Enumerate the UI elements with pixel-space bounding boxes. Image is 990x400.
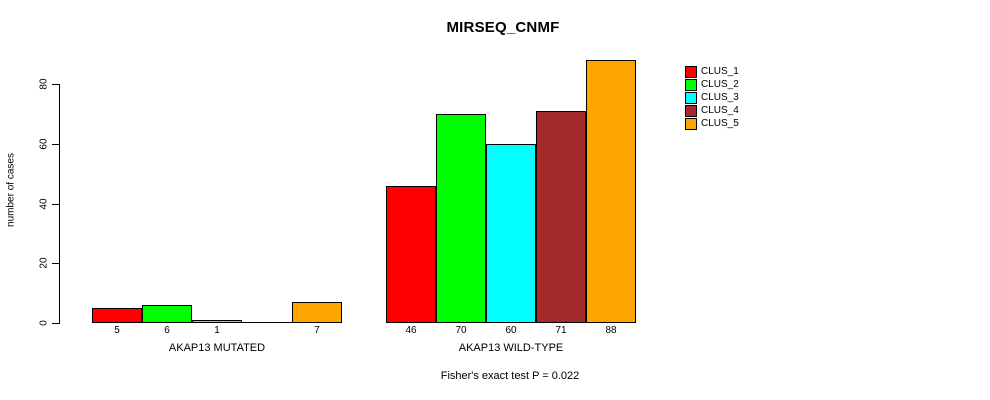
bar-clus-4-group-2 [536,111,586,323]
bar-clus-2-group-1 [142,305,192,323]
legend-label-clus-3: CLUS_3 [701,92,739,103]
y-axis-tick-label: 0 [38,320,50,326]
bar-count-label: 60 [505,325,517,336]
bar-clus-3-group-1 [192,320,242,323]
bar-clus-3-group-2 [486,144,536,323]
legend-swatch-clus-4 [685,105,697,117]
y-axis-tick [52,204,59,205]
bar-count-label: 46 [405,325,417,336]
y-axis-tick-label: 80 [38,78,50,90]
legend-label-clus-4: CLUS_4 [701,105,739,116]
legend-swatch-clus-1 [685,66,697,78]
bar-count-label: 7 [314,325,320,336]
y-axis-line [59,84,60,324]
bar-count-label: 1 [214,325,220,336]
bar-count-label: 70 [455,325,467,336]
y-axis-tick [52,263,59,264]
y-axis-tick-label: 60 [38,138,50,150]
bar-clus-2-group-2 [436,114,486,323]
legend-label-clus-5: CLUS_5 [701,118,739,129]
y-axis-title: number of cases [5,153,17,227]
legend-swatch-clus-3 [685,92,697,104]
legend-swatch-clus-2 [685,79,697,91]
y-axis-tick-label: 40 [38,198,50,210]
y-axis-tick [52,144,59,145]
bar-clus-5-group-1 [292,302,342,323]
bar-clus-4-group-1 [242,322,292,323]
y-axis-tick [52,323,59,324]
y-axis-tick-label: 20 [38,257,50,269]
bar-clus-1-group-1 [92,308,142,323]
bar-count-label: 71 [555,325,567,336]
bar-clus-5-group-2 [586,60,636,323]
chart-title: MIRSEQ_CNMF [446,19,560,36]
legend-swatch-clus-5 [685,118,697,130]
y-axis-tick [52,84,59,85]
bar-clus-1-group-2 [386,186,436,323]
bar-count-label: 6 [164,325,170,336]
x-axis-group-label-wildtype: AKAP13 WILD-TYPE [458,342,564,354]
legend-label-clus-1: CLUS_1 [701,66,739,77]
bar-count-label: 5 [114,325,120,336]
bar-count-label: 88 [605,325,617,336]
fisher-test-note: Fisher's exact test P = 0.022 [440,370,580,382]
x-axis-group-label-mutated: AKAP13 MUTATED [168,342,266,354]
legend-label-clus-2: CLUS_2 [701,79,739,90]
